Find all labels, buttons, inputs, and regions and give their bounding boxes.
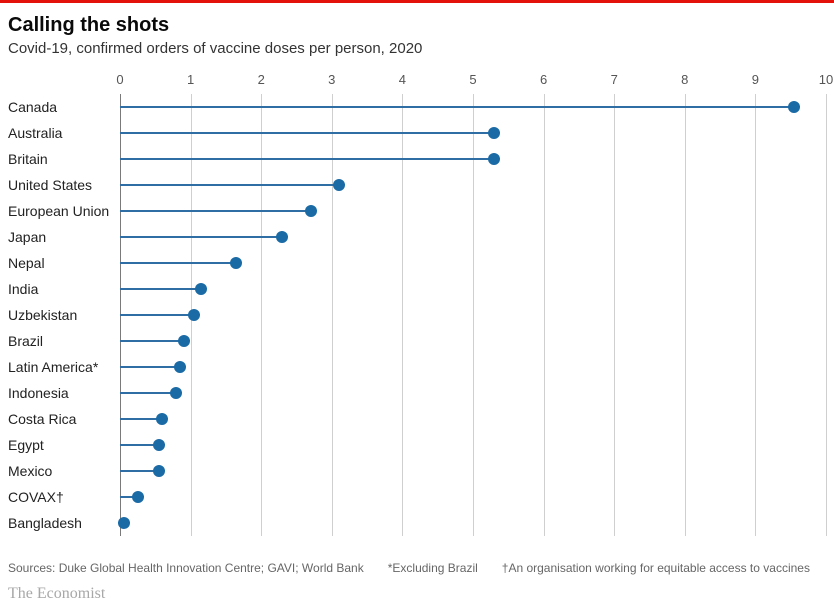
data-row: Bangladesh bbox=[8, 510, 826, 536]
x-tick-label: 7 bbox=[611, 72, 618, 87]
row-dot bbox=[174, 361, 186, 373]
data-row: Japan bbox=[8, 224, 826, 250]
data-row: Uzbekistan bbox=[8, 302, 826, 328]
row-line bbox=[120, 184, 339, 186]
top-accent-rule bbox=[0, 0, 834, 3]
data-row: Nepal bbox=[8, 250, 826, 276]
data-row: COVAX† bbox=[8, 484, 826, 510]
chart-note-2: †An organisation working for equitable a… bbox=[502, 561, 810, 575]
x-tick-label: 9 bbox=[752, 72, 759, 87]
row-line bbox=[120, 366, 180, 368]
row-dot bbox=[195, 283, 207, 295]
data-row: Egypt bbox=[8, 432, 826, 458]
row-label: United States bbox=[8, 177, 92, 193]
brand-label: The Economist bbox=[8, 585, 105, 603]
row-dot bbox=[188, 309, 200, 321]
row-label: Mexico bbox=[8, 463, 52, 479]
row-line bbox=[120, 132, 494, 134]
row-line bbox=[120, 288, 201, 290]
data-row: Costa Rica bbox=[8, 406, 826, 432]
x-tick-label: 1 bbox=[187, 72, 194, 87]
row-label: Uzbekistan bbox=[8, 307, 77, 323]
data-row: India bbox=[8, 276, 826, 302]
chart-container: Calling the shots Covid-19, confirmed or… bbox=[0, 0, 834, 611]
row-dot bbox=[170, 387, 182, 399]
chart-note-1: *Excluding Brazil bbox=[388, 561, 478, 575]
row-dot bbox=[132, 491, 144, 503]
row-line bbox=[120, 314, 194, 316]
row-line bbox=[120, 262, 236, 264]
row-label: Bangladesh bbox=[8, 515, 82, 531]
row-dot bbox=[488, 127, 500, 139]
data-row: Brazil bbox=[8, 328, 826, 354]
data-row: Indonesia bbox=[8, 380, 826, 406]
x-tick-label: 0 bbox=[116, 72, 123, 87]
x-tick-label: 6 bbox=[540, 72, 547, 87]
row-label: Britain bbox=[8, 151, 48, 167]
row-dot bbox=[488, 153, 500, 165]
row-label: Australia bbox=[8, 125, 62, 141]
data-row: Britain bbox=[8, 146, 826, 172]
x-tick-label: 3 bbox=[328, 72, 335, 87]
row-label: Costa Rica bbox=[8, 411, 76, 427]
x-gridline bbox=[826, 94, 827, 536]
chart-title: Calling the shots bbox=[8, 14, 169, 37]
row-line bbox=[120, 392, 176, 394]
data-row: Latin America* bbox=[8, 354, 826, 380]
row-dot bbox=[153, 465, 165, 477]
row-label: Egypt bbox=[8, 437, 44, 453]
row-label: European Union bbox=[8, 203, 109, 219]
x-tick-label: 8 bbox=[681, 72, 688, 87]
row-dot bbox=[153, 439, 165, 451]
x-tick-label: 2 bbox=[258, 72, 265, 87]
row-label: Japan bbox=[8, 229, 46, 245]
chart-subtitle: Covid-19, confirmed orders of vaccine do… bbox=[8, 40, 422, 57]
row-dot bbox=[230, 257, 242, 269]
row-dot bbox=[118, 517, 130, 529]
row-dot bbox=[178, 335, 190, 347]
chart-sources: Sources: Duke Global Health Innovation C… bbox=[8, 561, 364, 575]
row-dot bbox=[276, 231, 288, 243]
row-label: India bbox=[8, 281, 38, 297]
data-row: European Union bbox=[8, 198, 826, 224]
row-dot bbox=[333, 179, 345, 191]
row-label: Indonesia bbox=[8, 385, 69, 401]
row-line bbox=[120, 210, 311, 212]
row-label: Brazil bbox=[8, 333, 43, 349]
data-row: Canada bbox=[8, 94, 826, 120]
row-line bbox=[120, 106, 794, 108]
data-row: United States bbox=[8, 172, 826, 198]
row-line bbox=[120, 236, 282, 238]
row-label: Nepal bbox=[8, 255, 45, 271]
row-dot bbox=[788, 101, 800, 113]
x-tick-label: 10 bbox=[819, 72, 833, 87]
row-line bbox=[120, 340, 184, 342]
row-dot bbox=[156, 413, 168, 425]
row-label: COVAX† bbox=[8, 489, 64, 505]
x-tick-label: 5 bbox=[469, 72, 476, 87]
data-row: Australia bbox=[8, 120, 826, 146]
row-dot bbox=[305, 205, 317, 217]
plot-area: 012345678910CanadaAustraliaBritainUnited… bbox=[8, 72, 826, 552]
x-tick-label: 4 bbox=[399, 72, 406, 87]
row-label: Canada bbox=[8, 99, 57, 115]
row-line bbox=[120, 158, 494, 160]
chart-footer: Sources: Duke Global Health Innovation C… bbox=[8, 561, 826, 575]
data-row: Mexico bbox=[8, 458, 826, 484]
row-label: Latin America* bbox=[8, 359, 98, 375]
